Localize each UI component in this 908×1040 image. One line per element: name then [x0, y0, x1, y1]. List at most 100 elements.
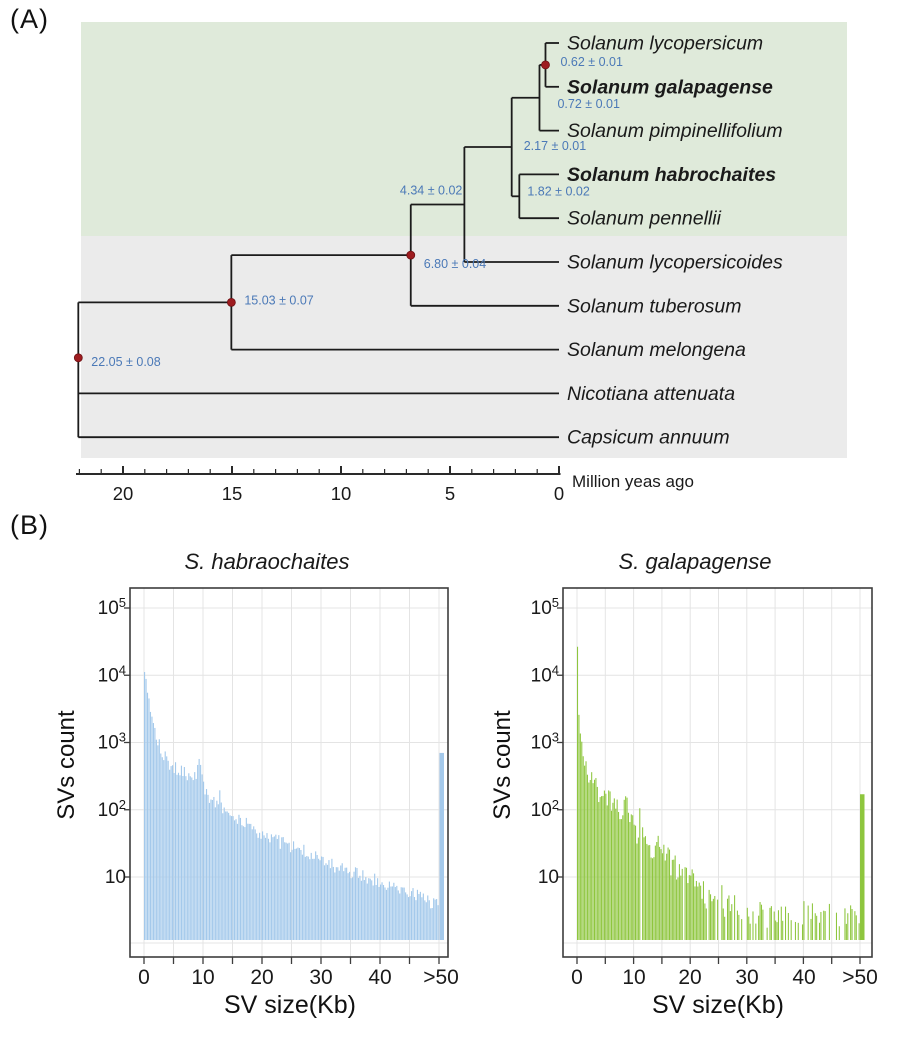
bar	[605, 793, 607, 940]
bar	[695, 880, 697, 940]
bar	[694, 886, 696, 940]
bar	[213, 796, 215, 940]
plot-border	[562, 587, 873, 958]
x-tick-label: >50	[423, 966, 459, 989]
bar	[177, 772, 180, 940]
bar	[351, 877, 354, 940]
bar	[287, 843, 289, 940]
bar	[678, 864, 680, 940]
bar	[596, 786, 598, 940]
bar	[300, 849, 302, 940]
bar	[179, 775, 181, 940]
bar	[851, 909, 853, 940]
bar	[319, 860, 321, 940]
bar	[239, 817, 242, 940]
bar	[684, 867, 686, 940]
bar	[167, 760, 169, 940]
bar	[602, 795, 604, 940]
bar	[670, 875, 672, 940]
bar	[151, 716, 153, 940]
bar	[242, 826, 244, 940]
bar	[620, 819, 622, 940]
calibration-node-dot	[73, 353, 83, 363]
bar	[698, 882, 700, 940]
bar	[186, 780, 188, 940]
bar	[266, 833, 268, 940]
bar	[375, 884, 377, 940]
histogram-galapagense: 0 10 20 30 40 >50 105 104 103 102 10	[531, 587, 878, 989]
bar	[577, 646, 579, 940]
bar	[366, 883, 368, 940]
bar	[586, 774, 588, 940]
bar	[254, 829, 256, 940]
bar	[777, 910, 779, 940]
bar	[195, 778, 197, 940]
bar	[850, 905, 852, 940]
bar	[661, 853, 663, 940]
bar	[760, 904, 763, 940]
bar	[164, 751, 166, 940]
bar	[197, 764, 199, 940]
bar	[818, 922, 821, 940]
bar	[152, 723, 154, 940]
bar	[360, 880, 362, 940]
bar	[823, 910, 825, 940]
bar	[673, 859, 675, 940]
bar	[172, 765, 174, 940]
bar	[847, 913, 849, 940]
bar	[264, 837, 267, 940]
bar	[145, 678, 147, 940]
bar	[708, 889, 710, 940]
bar	[356, 868, 358, 940]
bar	[328, 860, 330, 940]
bar	[770, 906, 772, 940]
bar	[599, 797, 601, 940]
bar	[194, 772, 196, 940]
bar	[629, 822, 631, 940]
bar	[755, 923, 757, 940]
bar	[210, 799, 212, 940]
bar	[838, 926, 840, 940]
bar	[304, 856, 306, 940]
bar	[632, 815, 634, 940]
bar	[229, 815, 231, 940]
bar	[238, 814, 240, 940]
bar	[639, 808, 641, 940]
time-axis-tick-label: 10	[331, 483, 352, 504]
bar	[397, 890, 399, 940]
bar	[625, 796, 627, 940]
species-label: Solanum galapagense	[567, 76, 773, 98]
bar	[346, 867, 348, 940]
bar	[680, 875, 682, 940]
bar	[615, 808, 617, 940]
y-tick-exponent: 4	[119, 662, 126, 677]
y-tick-label: 105	[531, 595, 559, 619]
bar	[409, 896, 411, 940]
y-tick-label: 10	[538, 867, 559, 888]
bar	[146, 692, 149, 940]
divergence-time-label: 2.17 ± 0.01	[524, 139, 587, 153]
bar	[422, 893, 424, 940]
bar	[858, 923, 860, 940]
bar	[236, 823, 239, 940]
bar	[337, 867, 339, 940]
bar	[654, 845, 656, 940]
bar	[362, 870, 364, 940]
bar	[223, 807, 225, 940]
bar	[380, 884, 382, 940]
bar	[211, 799, 213, 940]
bar	[433, 898, 435, 940]
x-tick-label: >50	[842, 966, 878, 989]
bar	[233, 820, 236, 940]
bar	[724, 916, 726, 940]
bar	[782, 920, 784, 940]
bar	[664, 860, 666, 940]
bar	[325, 863, 327, 940]
bar	[612, 802, 614, 940]
bar	[170, 766, 172, 940]
bar	[608, 790, 610, 940]
bar	[394, 887, 396, 940]
bar	[731, 904, 733, 940]
bar	[406, 894, 408, 940]
